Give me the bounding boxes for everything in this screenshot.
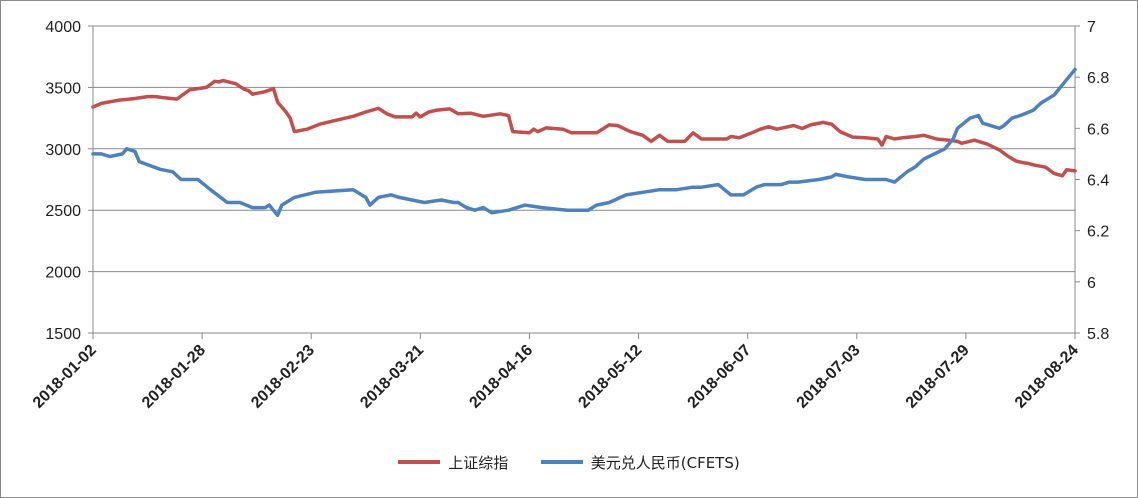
x-tick-label-2018-07-29: 2018-07-29 xyxy=(903,342,973,412)
legend-item-usdcny: 美元兑人民币(CFETS) xyxy=(540,452,740,473)
series-lines xyxy=(91,67,1077,218)
left-axis-ticks: 1500 2000 2500 3000 3500 4000 xyxy=(45,19,93,343)
x-tick-label-2018-08-24: 2018-08-24 xyxy=(1012,342,1082,412)
right-tick-label-6.4: 6.4 xyxy=(1087,173,1109,190)
x-tick-label-2018-07-03: 2018-07-03 xyxy=(794,342,864,412)
left-tick-label-3500: 3500 xyxy=(45,80,81,97)
x-tick-label-2018-01-28: 2018-01-28 xyxy=(139,342,209,412)
series-line-usd-cny xyxy=(91,67,1077,218)
x-tick-label-2018-01-02: 2018-01-02 xyxy=(30,342,100,412)
right-axis-ticks: 5.8 6 6.2 6.4 6.6 6.8 7 xyxy=(1075,19,1109,343)
right-tick-label-6: 6 xyxy=(1087,275,1096,292)
right-tick-label-5.8: 5.8 xyxy=(1087,326,1109,343)
legend-swatch-shanghai xyxy=(398,460,441,464)
legend-swatch-usdcny xyxy=(540,460,583,464)
legend-item-shanghai: 上证综指 xyxy=(398,452,508,473)
legend-label-usdcny: 美元兑人民币(CFETS) xyxy=(590,453,740,472)
x-tick-label-2018-06-07: 2018-06-07 xyxy=(685,342,755,412)
x-tick-label-2018-04-16: 2018-04-16 xyxy=(466,342,536,412)
series-line-shanghai-composite xyxy=(91,78,1077,178)
right-tick-label-7: 7 xyxy=(1087,19,1096,36)
left-tick-label-2500: 2500 xyxy=(45,203,81,220)
right-tick-label-6.6: 6.6 xyxy=(1087,121,1109,138)
left-tick-label-3000: 3000 xyxy=(45,142,81,159)
right-tick-label-6.8: 6.8 xyxy=(1087,70,1109,87)
x-tick-label-2018-02-23: 2018-02-23 xyxy=(248,342,318,412)
legend: 上证综指 美元兑人民币(CFETS) xyxy=(1,451,1137,473)
left-tick-label-1500: 1500 xyxy=(45,326,81,343)
x-tick-label-2018-05-12: 2018-05-12 xyxy=(575,342,645,412)
left-tick-label-4000: 4000 xyxy=(45,19,81,36)
right-tick-label-6.2: 6.2 xyxy=(1087,224,1109,241)
gridlines xyxy=(93,25,1075,273)
x-axis-ticks: 2018-01-02 2018-01-28 2018-02-23 2018-03-21… xyxy=(30,333,1082,412)
x-tick-label-2018-03-21: 2018-03-21 xyxy=(357,342,427,412)
axes xyxy=(92,26,1076,334)
left-tick-label-2000: 2000 xyxy=(45,265,81,282)
legend-label-shanghai: 上证综指 xyxy=(448,453,509,472)
